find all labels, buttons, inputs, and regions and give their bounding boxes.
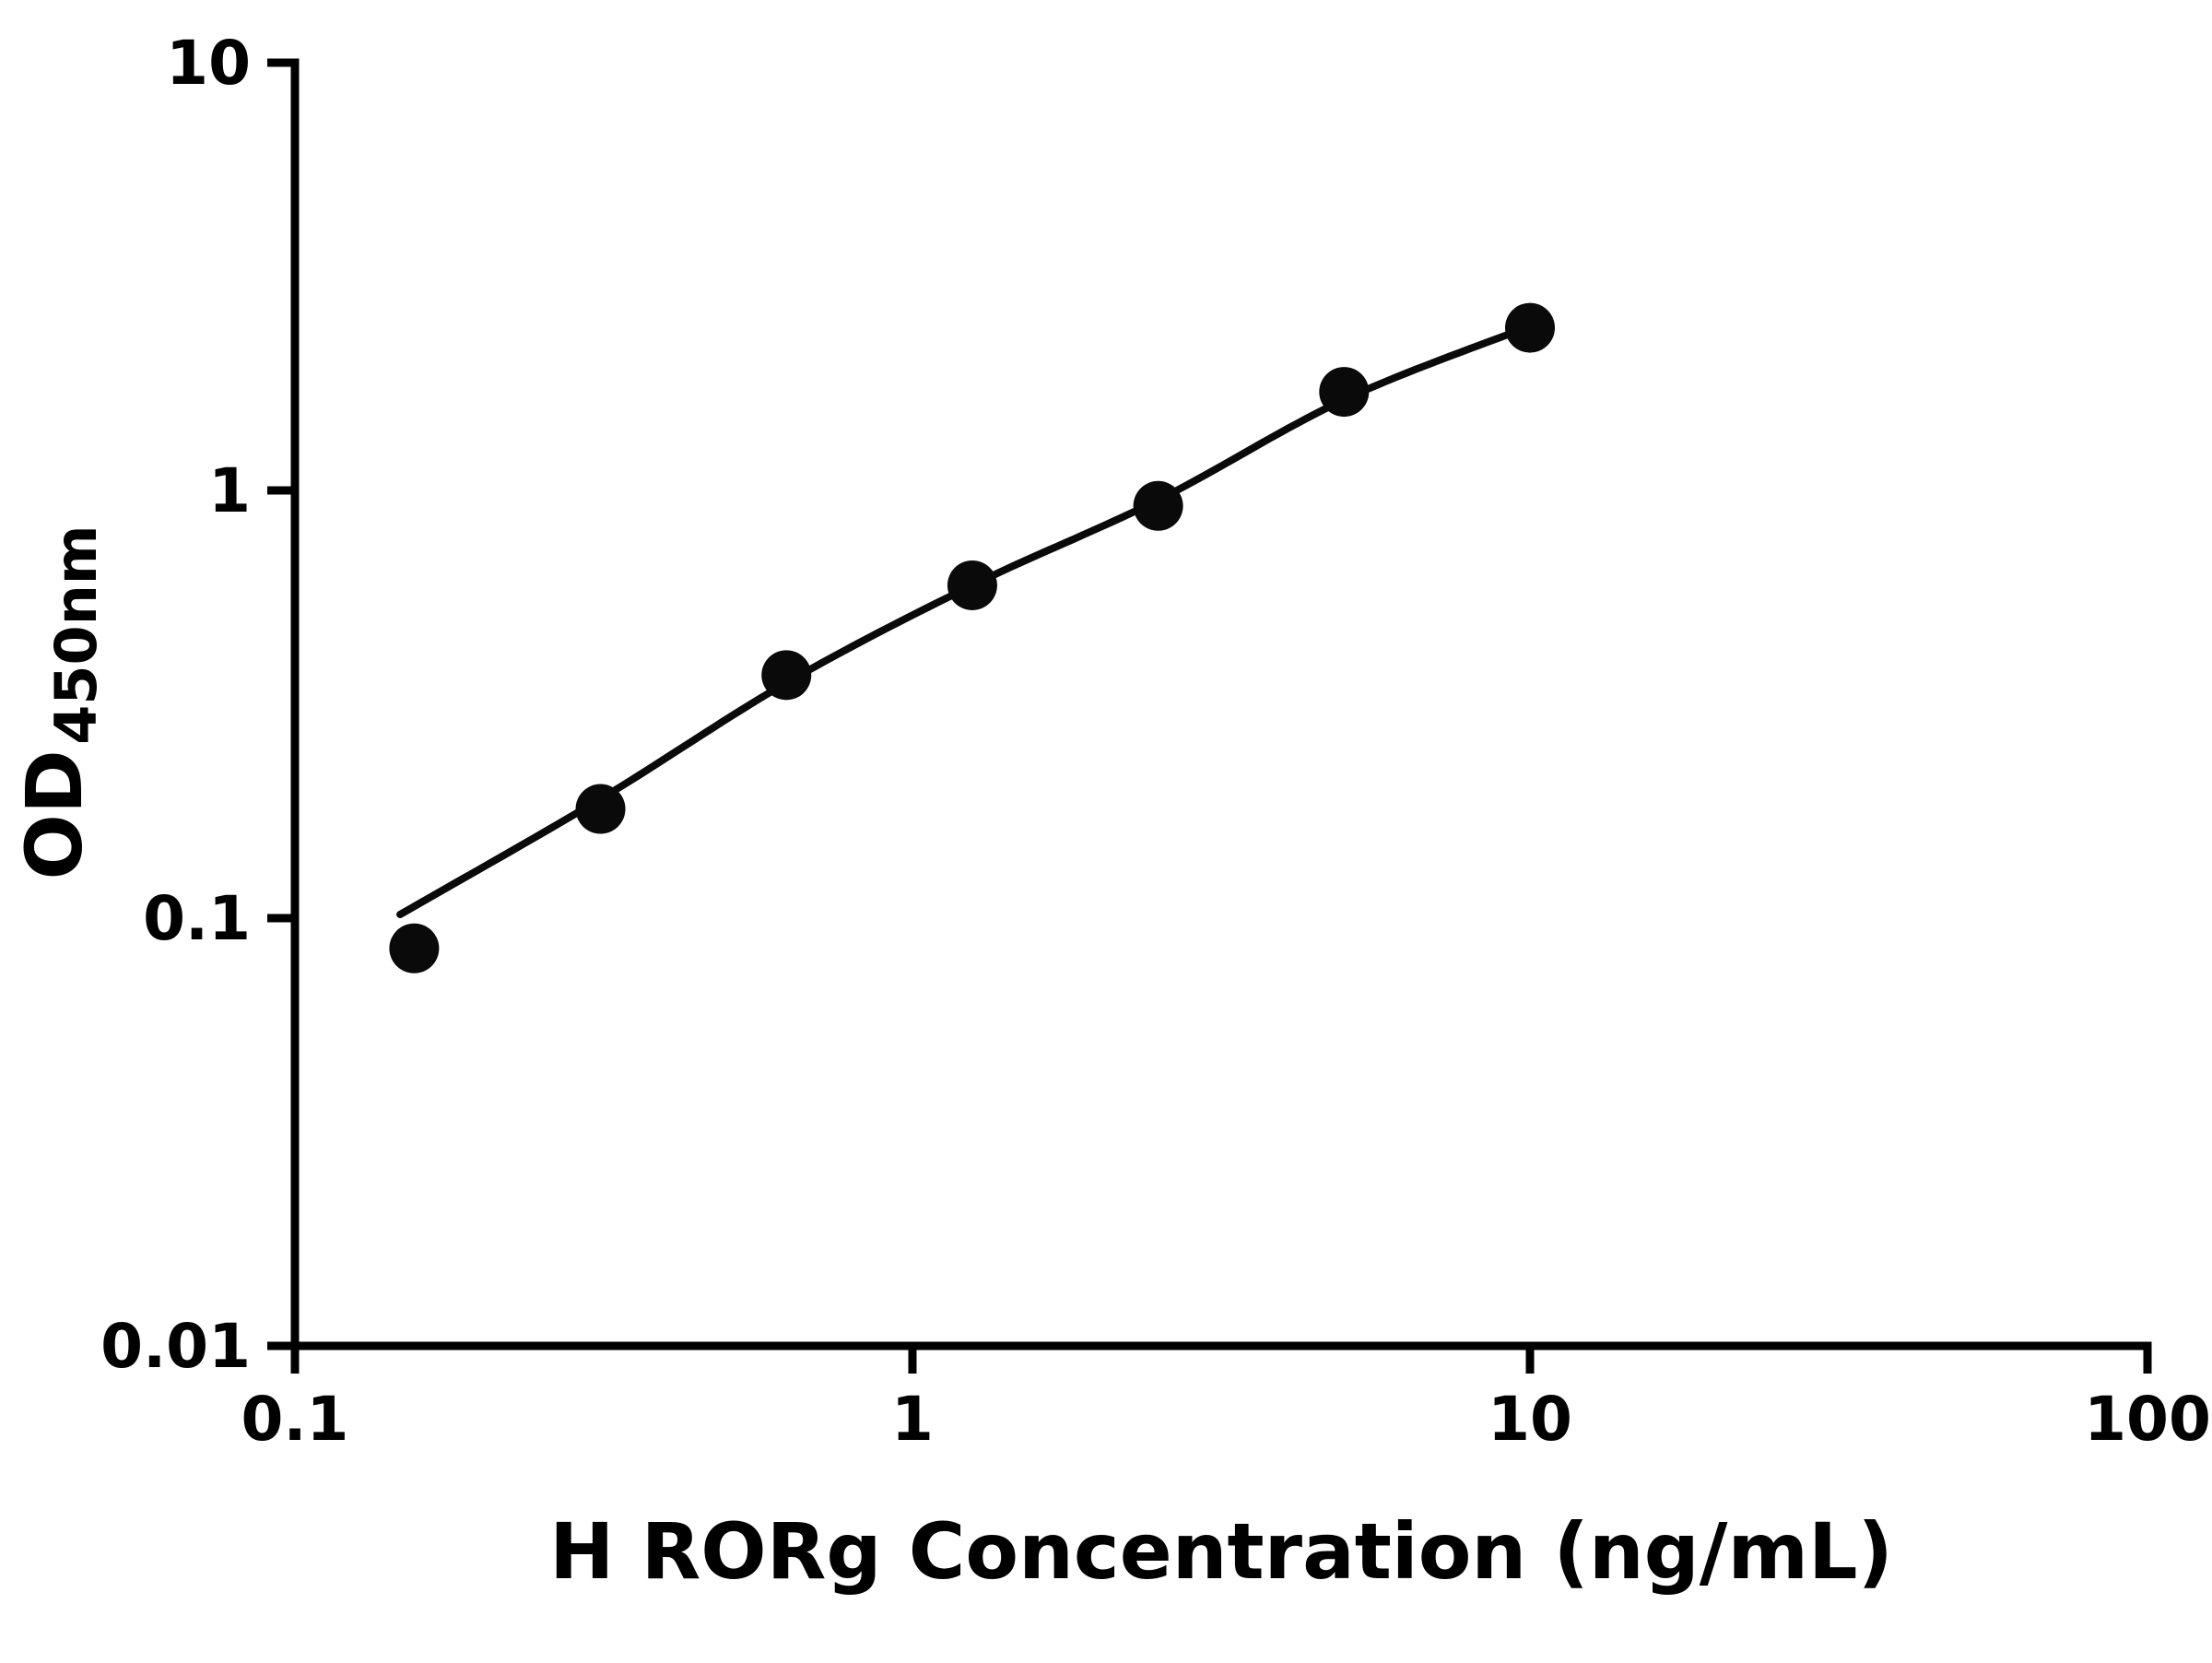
data-point [575,784,626,834]
x-tick-label: 0.1 [241,1384,349,1455]
y-tick-label: 0.1 [143,883,251,954]
data-point [389,923,440,973]
axes-group [290,58,2152,1350]
data-points-group [389,302,1555,973]
axis-spine [290,58,2152,1350]
x-tick-label: 1 [891,1384,934,1455]
y-axis-title-subscript: 450nm [42,525,110,745]
data-point [761,650,812,701]
y-axis-title: OD 450nm [9,525,110,880]
fit-curve [396,322,1534,918]
data-point [1133,480,1183,531]
x-tick-label: 100 [2084,1384,2211,1455]
x-axis-title: H RORg Concentration (ng/mL) [549,1506,1893,1597]
y-axis-title-main: OD [9,749,100,879]
x-tick-label: 10 [1488,1384,1572,1455]
y-tick-label: 0.01 [100,1311,251,1382]
y-tick-label: 1 [208,455,251,526]
ticks-group [267,58,2152,1374]
fit-curve-group [396,322,1534,918]
data-point [1319,367,1370,418]
data-point [947,560,997,610]
data-point [1505,302,1555,353]
y-tick-label: 10 [166,28,251,99]
